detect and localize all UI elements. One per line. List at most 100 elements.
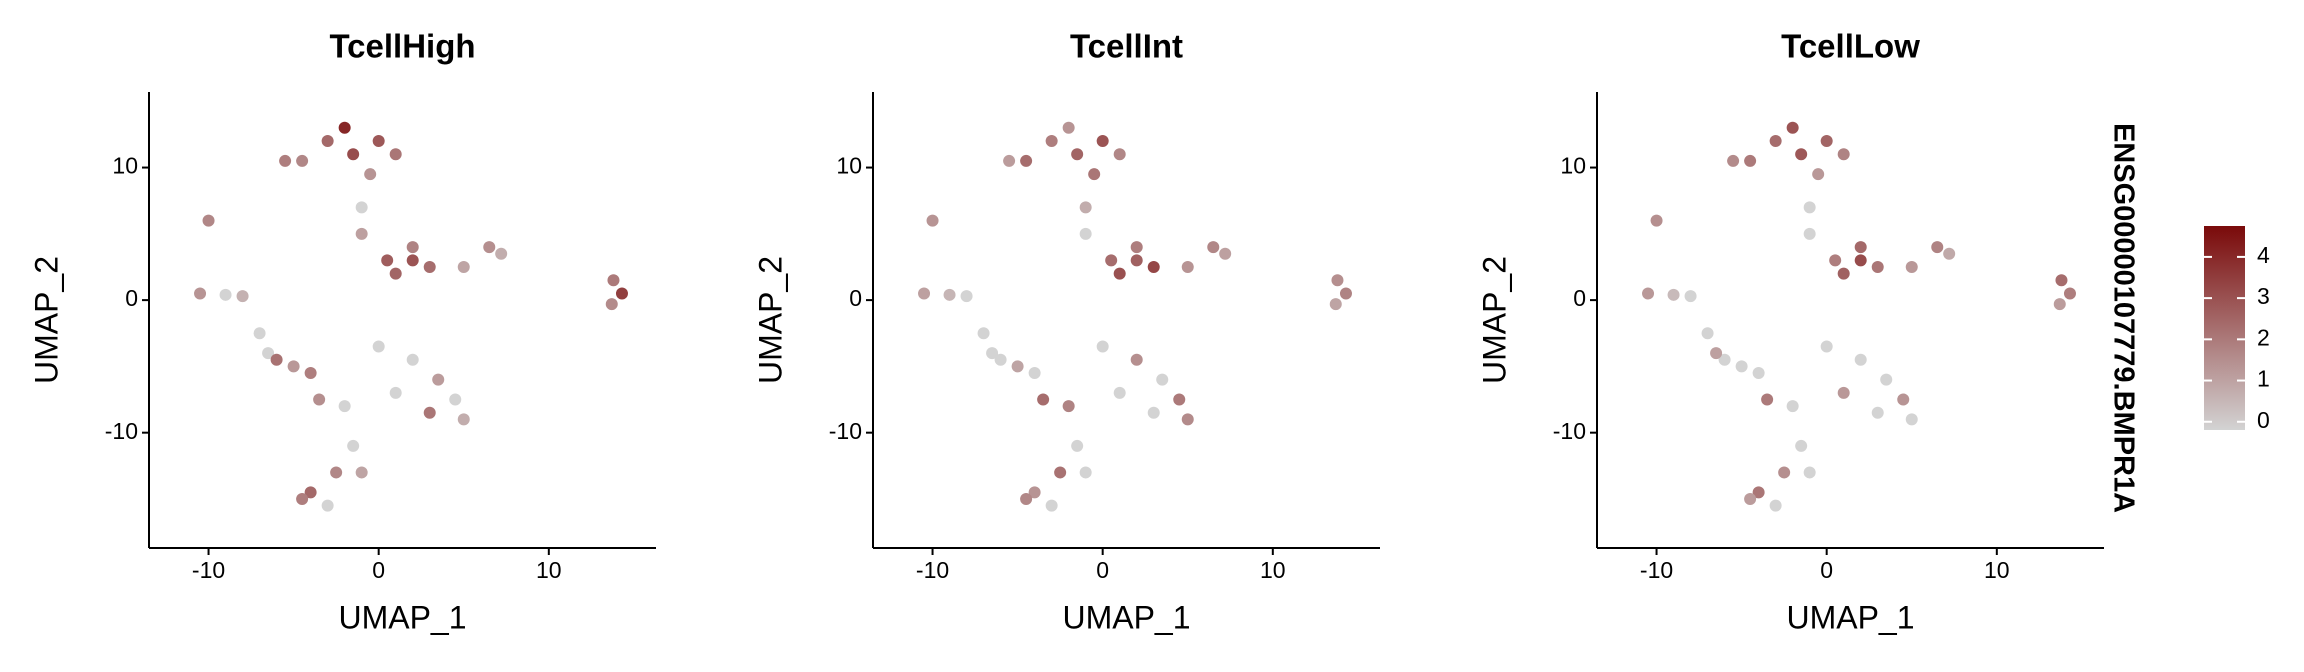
panel-title: TcellLow [1781,28,1920,65]
cell-point [279,154,292,167]
cell-point [943,288,956,301]
cell-point [1871,260,1884,273]
cell-point [2063,287,2076,300]
cell-point [304,486,317,499]
cell-point [1028,486,1041,499]
cell-point [1803,227,1816,240]
cell-point [1062,121,1075,134]
cell-point [338,400,351,413]
x-tick-label: -10 [916,557,949,583]
cell-point [1079,201,1092,214]
cell-point [1837,386,1850,399]
cell-point [1786,121,1799,134]
cell-point [432,373,445,386]
colorbar-tick-label: 3 [2257,283,2270,309]
cell-point [1752,367,1765,380]
cell-point [1897,393,1910,406]
cell-point [1020,492,1033,505]
cell-point [495,247,508,260]
colorbar-tick-label: 2 [2257,324,2270,350]
cell-point [986,347,999,360]
cell-point [1829,254,1842,267]
cell-point [406,241,419,254]
cell-point [1905,260,1918,273]
cell-point [270,353,283,366]
cell-point [381,254,394,267]
x-axis-title: UMAP_1 [1062,599,1190,635]
cell-point [347,148,360,161]
y-axis-title: UMAP_2 [1476,256,1512,384]
cell-point [355,201,368,214]
cell-point [287,360,300,373]
cell-point [219,288,232,301]
colorbar-tick-label: 0 [2257,407,2270,433]
y-tick-label: 10 [836,153,862,179]
x-axis-title: UMAP_1 [1786,599,1914,635]
cell-point [1045,135,1058,148]
cell-point [1820,135,1833,148]
cell-point [1147,260,1160,273]
cell-point [1803,466,1816,479]
cell-point [1331,274,1344,287]
panel-title: TcellInt [1070,28,1183,65]
y-tick-label: -10 [1553,418,1586,444]
cell-point [1905,413,1918,426]
cell-point [1339,287,1352,300]
cell-point [960,290,973,303]
cell-point [1113,148,1126,161]
y-axis-title: UMAP_2 [752,256,788,384]
cell-point [1931,241,1944,254]
cell-point [423,406,436,419]
cell-point [296,154,309,167]
cell-point [1667,288,1680,301]
cell-point [1854,353,1867,366]
x-tick-label: 0 [372,557,385,583]
y-tick-label: 0 [125,285,138,311]
cell-point [1803,201,1816,214]
cell-point [918,287,931,300]
cell-point [1854,254,1867,267]
cell-point [1071,439,1084,452]
y-axis-title: UMAP_2 [28,256,64,384]
cell-point [406,353,419,366]
cell-point [1871,406,1884,419]
x-tick-label: 0 [1820,557,1833,583]
cell-point [2053,298,2066,311]
cell-point [389,386,402,399]
cell-point [1837,267,1850,280]
cell-point [1769,135,1782,148]
cell-point [1820,340,1833,353]
cell-point [372,135,385,148]
cell-point [926,214,939,227]
y-tick-label: 10 [1560,153,1586,179]
cell-point [1096,340,1109,353]
colorbar-title: ENSG00000107779.BMPR1A [2107,123,2139,513]
cell-point [355,466,368,479]
cell-point [262,347,275,360]
x-tick-label: -10 [1640,557,1673,583]
cell-point [1173,393,1186,406]
cell-point [1943,247,1956,260]
cell-point [1219,247,1232,260]
y-tick-label: -10 [829,418,862,444]
y-tick-label: 0 [849,285,862,311]
cell-point [1113,267,1126,280]
cell-point [2055,274,2068,287]
cell-point [1744,154,1757,167]
cell-point [605,298,618,311]
cell-point [1701,327,1714,340]
cell-point [1880,373,1893,386]
colorbar-tick-label: 4 [2257,242,2270,268]
cell-point [1744,492,1757,505]
cell-point [1037,393,1050,406]
cell-point [1650,214,1663,227]
cell-point [1181,413,1194,426]
cell-point [202,214,215,227]
cell-point [1096,135,1109,148]
cell-point [1181,260,1194,273]
y-tick-label: 0 [1573,285,1586,311]
cell-point [1752,486,1765,499]
cell-point [1329,298,1342,311]
cell-point [296,492,309,505]
